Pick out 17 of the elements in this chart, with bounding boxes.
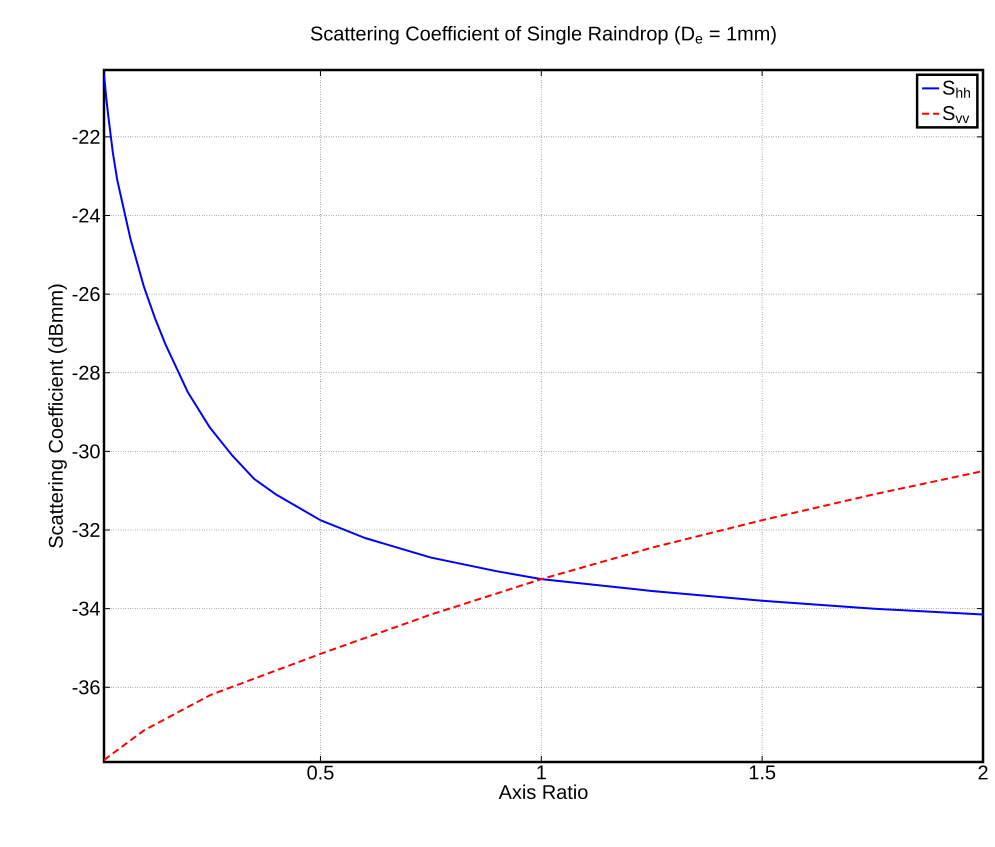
y-tick-label: -22 xyxy=(72,130,100,144)
x-tick-label: 2 xyxy=(978,766,988,780)
y-tick-label: -28 xyxy=(72,366,100,380)
legend-label: S$_{hh}$ xyxy=(942,80,970,98)
x-tick-label: 0.5 xyxy=(307,766,334,780)
y-tick-label: -30 xyxy=(72,444,100,458)
legend-label: S$_{vv}$ xyxy=(942,106,970,124)
x-axis-title: Axis Ratio xyxy=(498,784,588,800)
y-tick-label: -26 xyxy=(72,287,100,302)
y-tick-label: -36 xyxy=(72,680,100,694)
x-tick-label: 1 xyxy=(537,766,546,780)
y-tick-label: -32 xyxy=(72,522,100,538)
y-tick-label: -34 xyxy=(72,602,100,616)
y-axis-title: Scattering Coefficient (dBmm) xyxy=(48,284,67,548)
y-tick-label: -24 xyxy=(72,208,100,222)
chart-title: Scattering Coefficient of Single Raindrop (D$_{e}$ = 1mm) xyxy=(310,26,776,45)
x-tick-label: 1.5 xyxy=(750,766,776,780)
